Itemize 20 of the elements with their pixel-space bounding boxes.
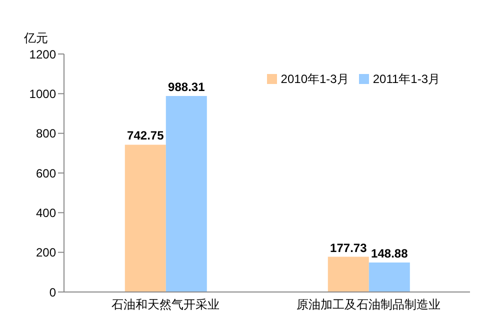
data-label: 988.31	[168, 80, 206, 94]
y-tick-label: 800	[36, 126, 56, 141]
x-tick-label: 石油和天然气开采业	[112, 298, 220, 312]
bar	[124, 144, 166, 292]
y-axis-title: 亿元	[23, 31, 48, 45]
data-label: 177.73	[330, 240, 368, 255]
y-tick-label: 0	[49, 285, 56, 300]
y-tick-label: 600	[36, 166, 56, 180]
x-tick-label: 原油加工及石油制品制造业	[296, 298, 440, 312]
y-tick-label: 1000	[29, 86, 56, 101]
legend-label: 2010年1-3月	[280, 72, 349, 86]
bar	[328, 256, 369, 292]
y-tick-label: 200	[36, 246, 56, 260]
bar	[166, 96, 207, 292]
legend-label: 2011年1-3月	[372, 72, 440, 86]
y-tick-label: 400	[36, 206, 56, 220]
data-label: 742.75	[127, 128, 164, 143]
data-label: 148.88	[371, 246, 408, 260]
bar	[368, 262, 410, 292]
y-tick-label: 1200	[29, 47, 56, 62]
